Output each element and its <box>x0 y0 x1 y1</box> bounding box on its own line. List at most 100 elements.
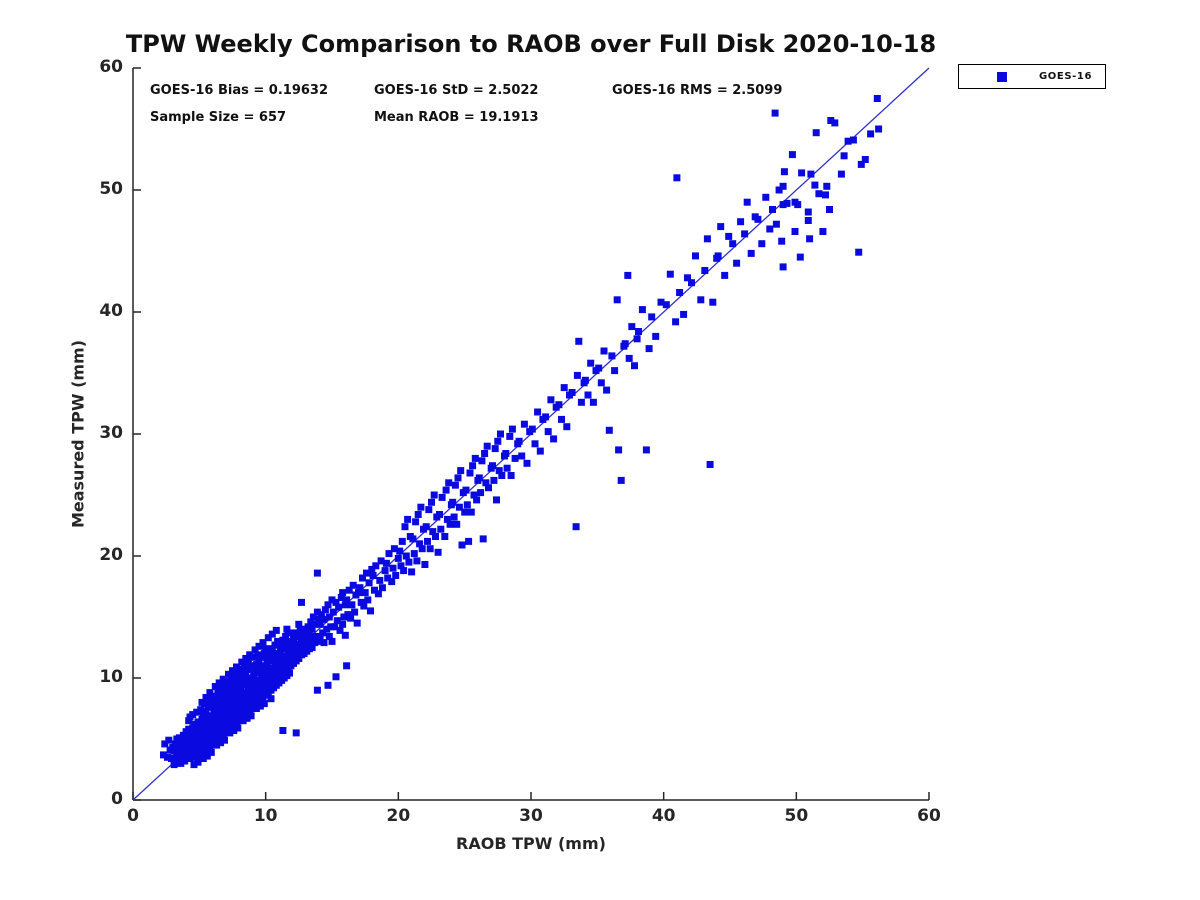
scatter-point <box>544 428 552 436</box>
scatter-point <box>202 707 210 715</box>
scatter-point <box>409 535 417 543</box>
scatter-point <box>237 684 244 692</box>
scatter-point <box>246 687 254 695</box>
scatter-point <box>255 691 263 699</box>
scatter-point <box>266 648 274 656</box>
scatter-point <box>617 476 625 484</box>
scatter-point <box>199 755 207 762</box>
scatter-point <box>806 235 814 243</box>
scatter-point <box>454 474 462 482</box>
scatter-point <box>441 533 449 540</box>
scatter-point <box>560 384 568 392</box>
scatter-point <box>666 270 674 278</box>
scatter-point <box>215 694 223 701</box>
scatter-point <box>389 564 397 572</box>
scatter-point <box>701 267 709 274</box>
scatter-point <box>240 692 248 700</box>
scatter-point <box>445 479 453 487</box>
scatter-point <box>684 274 691 282</box>
scatter-point <box>397 562 405 570</box>
scatter-point <box>360 602 368 610</box>
scatter-point <box>299 630 307 638</box>
scatter-point <box>779 263 787 271</box>
scatter-point <box>225 714 232 722</box>
scatter-point <box>324 681 332 689</box>
scatter-point <box>348 601 356 609</box>
scatter-point <box>489 462 496 470</box>
scatter-point <box>873 95 881 102</box>
scatter-point <box>605 426 613 434</box>
y-tick-label: 30 <box>99 423 123 443</box>
scatter-point <box>758 240 766 248</box>
scatter-point <box>733 259 741 267</box>
scatter-point <box>284 629 292 637</box>
scatter-point <box>394 554 402 562</box>
scatter-point <box>597 379 605 387</box>
scatter-point <box>378 584 386 592</box>
scatter-point <box>279 636 287 644</box>
scatter-point <box>819 228 827 235</box>
scatter-point <box>741 230 749 238</box>
scatter-point <box>267 695 275 703</box>
scatter-point <box>336 626 344 634</box>
scatter-point <box>170 761 178 769</box>
scatter-point <box>222 678 230 686</box>
scatter-point <box>270 651 278 659</box>
scatter-point <box>313 686 321 694</box>
scatter-point <box>218 681 226 689</box>
scatter-point <box>238 658 246 666</box>
y-tick-label: 0 <box>111 789 123 809</box>
scatter-point <box>217 700 225 708</box>
scatter-point <box>429 528 437 536</box>
scatter-point <box>199 711 207 719</box>
scatter-point <box>857 160 865 168</box>
scatter-point <box>259 667 267 675</box>
y-tick-label: 50 <box>99 179 123 199</box>
scatter-point <box>372 562 380 570</box>
scatter-point <box>243 714 251 722</box>
scatter-point <box>497 430 504 438</box>
scatter-point <box>837 170 845 178</box>
scatter-point <box>221 686 228 694</box>
scatter-point <box>747 249 755 257</box>
scatter-point <box>875 125 883 133</box>
scatter-point <box>255 657 263 665</box>
scatter-point <box>368 565 376 573</box>
scatter-point <box>572 523 580 531</box>
scatter-point <box>193 753 201 761</box>
scatter-point <box>442 486 450 494</box>
scatter-point <box>400 567 408 575</box>
scatter-point <box>221 736 228 744</box>
scatter-point <box>822 191 829 199</box>
scatter-point <box>729 240 737 248</box>
scatter-point <box>625 354 633 362</box>
scatter-point <box>413 557 421 565</box>
stat-sample-size: Sample Size = 657 <box>150 110 287 125</box>
scatter-point <box>804 208 812 216</box>
scatter-point <box>344 611 352 619</box>
scatter-point <box>272 626 280 634</box>
scatter-point <box>295 655 303 662</box>
scatter-point <box>251 690 259 698</box>
scatter-point <box>638 306 646 314</box>
scatter-point <box>382 559 390 567</box>
scatter-point <box>250 672 258 680</box>
scatter-point <box>292 729 300 737</box>
scatter-point <box>426 545 434 553</box>
scatter-point <box>861 156 869 163</box>
scatter-point <box>844 137 852 145</box>
scatter-point <box>205 696 213 704</box>
scatter-point <box>408 568 416 576</box>
scatter-point <box>568 389 576 396</box>
scatter-point <box>376 576 384 584</box>
scatter-point <box>478 457 486 465</box>
scatter-point <box>812 129 820 137</box>
scatter-point <box>363 569 370 577</box>
scatter-point <box>709 298 717 306</box>
scatter-point <box>714 252 722 260</box>
scatter-point <box>194 718 202 726</box>
scatter-point <box>234 702 242 710</box>
scatter-point <box>343 596 351 604</box>
scatter-point <box>255 642 263 650</box>
scatter-point <box>353 619 361 627</box>
